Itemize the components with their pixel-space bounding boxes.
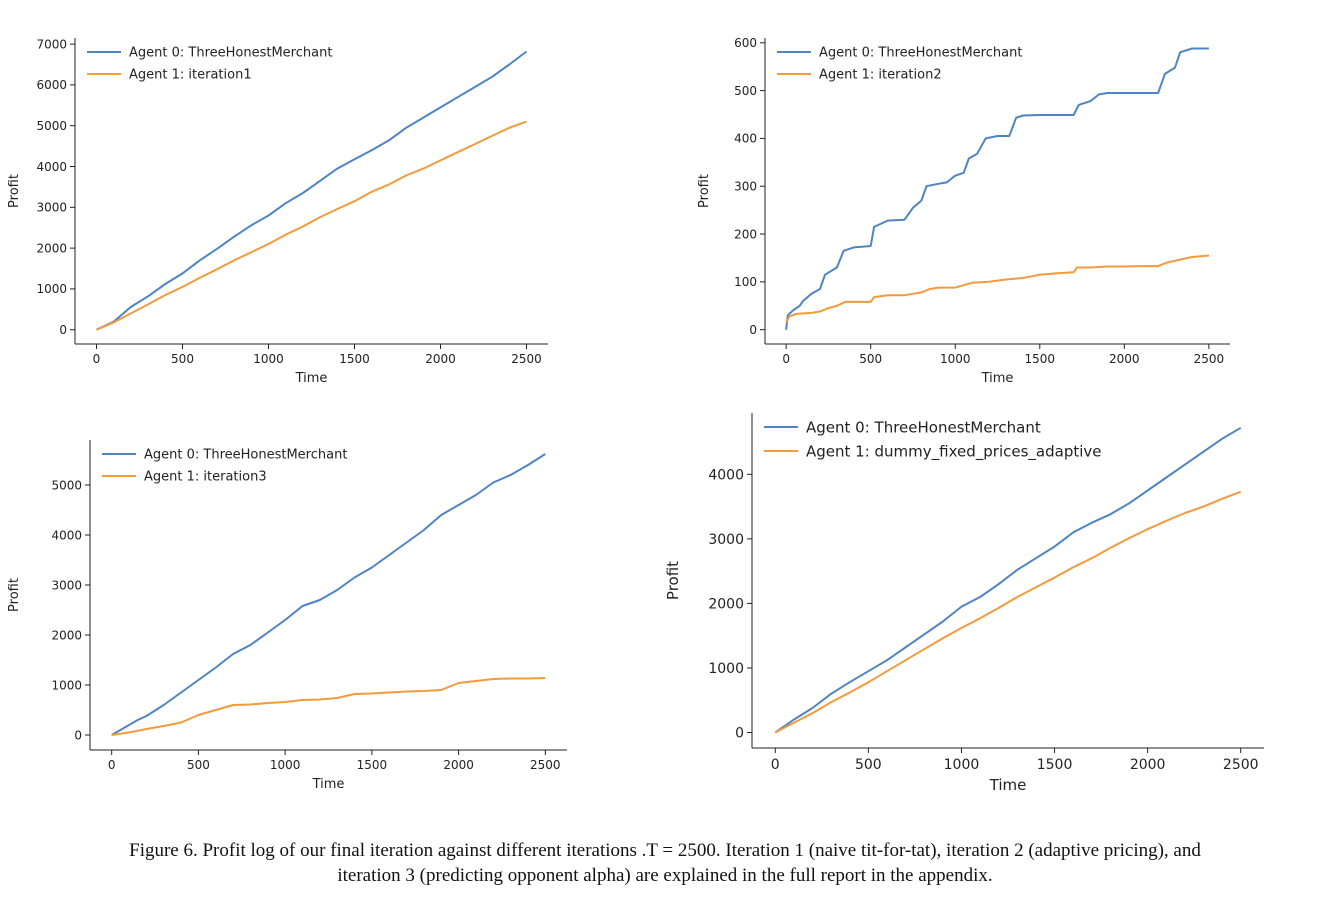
y-tick-label: 100 (734, 275, 757, 289)
x-axis-label: Time (989, 776, 1027, 794)
y-tick-label: 0 (74, 728, 82, 742)
series-line-agent-0 (785, 47, 1209, 330)
x-tick-label: 1000 (940, 352, 971, 366)
x-tick-label: 1000 (944, 757, 980, 773)
y-tick-label: 1000 (708, 661, 744, 677)
series-line-agent-1 (785, 254, 1209, 323)
series-line-agent-1 (774, 490, 1242, 734)
y-tick-label: 0 (735, 726, 744, 742)
legend-label-agent-0: Agent 0: ThreeHonestMerchant (806, 418, 1041, 436)
y-tick-label: 1000 (36, 282, 67, 296)
y-tick-label: 0 (59, 323, 67, 337)
y-tick-label: 4000 (36, 160, 67, 174)
y-tick-label: 2000 (51, 628, 82, 642)
y-tick-label: 7000 (36, 37, 67, 51)
legend-label-agent-0: Agent 0: ThreeHonestMerchant (819, 46, 1022, 61)
legend-label-agent-0: Agent 0: ThreeHonestMerchant (129, 46, 332, 61)
y-tick-label: 2000 (36, 241, 67, 255)
series-line-agent-1 (96, 120, 527, 331)
chart-panel-iteration2: 0 500 1000 1500 2000 2500 0 100 200 300 400 500 600 T… (697, 36, 1230, 386)
chart-panel-iteration1: 0 500 1000 1500 2000 2500 0 1000 2000 3000 4000 500… (7, 37, 548, 386)
y-tick-label: 4000 (51, 528, 82, 542)
x-tick-label: 2500 (511, 352, 542, 366)
y-tick-label: 600 (734, 36, 757, 50)
x-tick-label: 1000 (253, 352, 284, 366)
legend-label-agent-0: Agent 0: ThreeHonestMerchant (144, 448, 347, 463)
y-tick-label: 3000 (36, 201, 67, 215)
x-tick-label: 2000 (443, 758, 474, 772)
x-tick-label: 1000 (270, 758, 301, 772)
x-tick-label: 2000 (1109, 352, 1140, 366)
x-tick-label: 0 (782, 352, 790, 366)
chart-panel-iteration3: 0 500 1000 1500 2000 2500 0 1000 2000 3000 4000 500… (7, 440, 567, 792)
series-line-agent-1 (111, 677, 546, 736)
y-tick-label: 1000 (51, 678, 82, 692)
caption-line-1: Figure 6. Profit log of our final iterat… (129, 840, 1201, 861)
y-tick-label: 6000 (36, 78, 67, 92)
legend-label-agent-1: Agent 1: iteration1 (129, 68, 252, 83)
legend-label-agent-1: Agent 1: iteration2 (819, 68, 942, 83)
y-tick-label: 5000 (51, 478, 82, 492)
legend-label-agent-1: Agent 1: iteration3 (144, 470, 267, 485)
y-axis-label: Profit (697, 174, 712, 208)
y-tick-label: 200 (734, 227, 757, 241)
x-tick-label: 0 (108, 758, 116, 772)
x-tick-label: 1500 (1037, 757, 1073, 773)
x-tick-label: 500 (171, 352, 194, 366)
x-tick-label: 1500 (339, 352, 370, 366)
y-axis-label: Profit (664, 561, 682, 600)
series-line-agent-0 (774, 426, 1242, 734)
x-tick-label: 0 (93, 352, 101, 366)
y-tick-label: 2000 (708, 596, 744, 612)
x-tick-label: 2500 (530, 758, 561, 772)
x-tick-label: 2000 (425, 352, 456, 366)
x-tick-label: 1500 (357, 758, 388, 772)
y-axis-label: Profit (7, 174, 22, 208)
x-axis-label: Time (312, 777, 345, 792)
y-axis-label: Profit (7, 578, 22, 612)
x-axis-label: Time (981, 371, 1014, 386)
figure-caption: Figure 6. Profit log of our final iterat… (0, 838, 1330, 888)
y-tick-label: 400 (734, 132, 757, 146)
y-tick-label: 300 (734, 180, 757, 194)
x-tick-label: 2500 (1223, 757, 1259, 773)
series-line-agent-0 (111, 453, 546, 736)
caption-line-2: iteration 3 (predicting opponent alpha) … (337, 865, 993, 886)
y-tick-label: 0 (749, 323, 757, 337)
y-tick-label: 5000 (36, 119, 67, 133)
chart-panel-dummy-fixed-prices: 0 500 1000 1500 2000 2500 0 1000 2000 3000 4000 Tim… (664, 413, 1264, 794)
x-tick-label: 500 (855, 757, 882, 773)
series-line-agent-0 (96, 50, 528, 331)
legend-label-agent-1: Agent 1: dummy_fixed_prices_adaptive (806, 442, 1102, 461)
x-tick-label: 500 (187, 758, 210, 772)
y-tick-label: 4000 (708, 467, 744, 483)
x-tick-label: 500 (859, 352, 882, 366)
x-tick-label: 0 (771, 757, 780, 773)
x-axis-label: Time (295, 371, 328, 386)
x-tick-label: 2000 (1130, 757, 1166, 773)
y-tick-label: 500 (734, 84, 757, 98)
y-tick-label: 3000 (708, 532, 744, 548)
x-tick-label: 2500 (1194, 352, 1225, 366)
x-tick-label: 1500 (1024, 352, 1055, 366)
y-tick-label: 3000 (51, 578, 82, 592)
